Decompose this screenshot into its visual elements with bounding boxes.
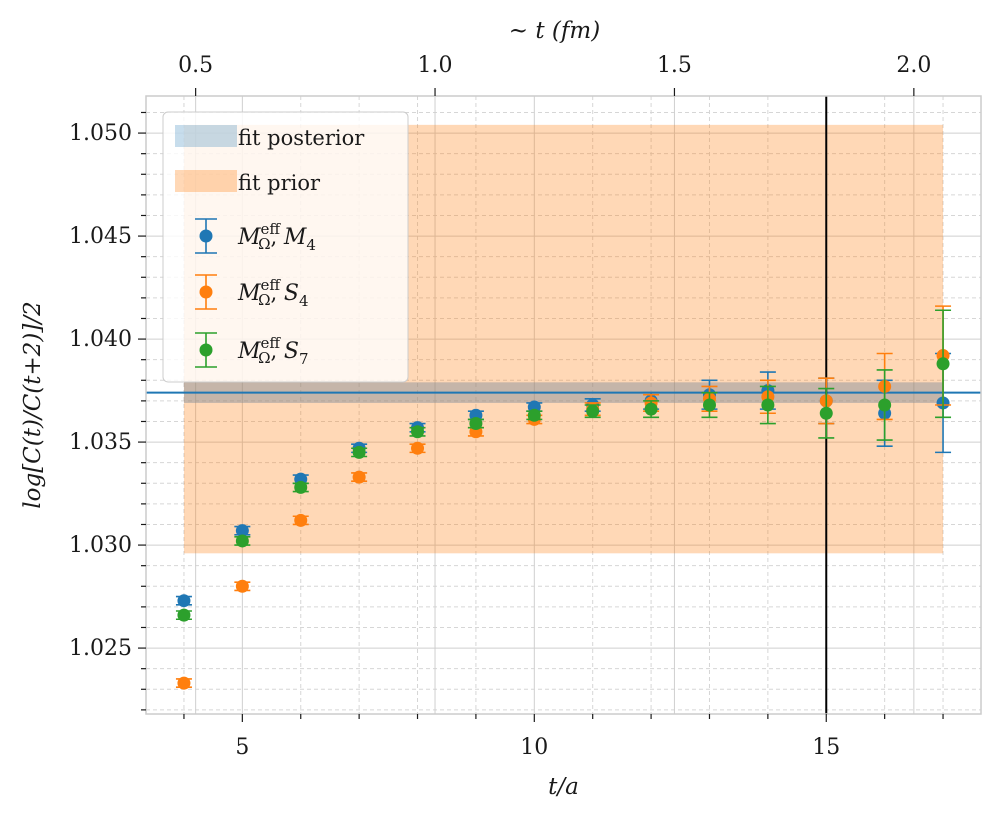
data-point: [761, 398, 775, 412]
legend-label-part: eff: [261, 276, 282, 294]
legend-label-part: 4: [299, 292, 309, 310]
data-point: [878, 398, 892, 412]
data-point: [644, 402, 658, 416]
data-point: [936, 357, 950, 371]
x-tick-label: 15: [812, 735, 840, 760]
grid: [146, 96, 981, 714]
legend-label-part: M: [237, 339, 261, 364]
legend-marker: [199, 229, 213, 243]
x-axis-title: t/a: [548, 774, 579, 800]
legend-label-part: ,: [271, 339, 284, 363]
legend-label-part: M: [283, 225, 307, 250]
legend-label-part: Ω: [258, 235, 270, 253]
legend-label-part: S: [284, 339, 299, 364]
legend-label-part: M: [237, 225, 261, 250]
legend-label-part: S: [284, 281, 299, 306]
legend-swatch-posterior: [175, 125, 237, 147]
data-point: [294, 513, 308, 527]
plot-frame: [145, 95, 982, 715]
top-axis-title: ~ t (fm): [509, 18, 600, 44]
legend-swatch-prior: [175, 170, 237, 192]
y-tick-label: 1.035: [69, 430, 132, 455]
data-point: [352, 445, 366, 459]
legend-label-part: eff: [261, 334, 282, 352]
data-point: [235, 579, 249, 593]
data-point: [352, 470, 366, 484]
legend-label-part: 4: [306, 236, 316, 254]
top-tick-label: 1.5: [657, 53, 692, 78]
legend-marker: [199, 285, 213, 299]
y-tick-label: 1.040: [69, 327, 132, 352]
legend-label-part: ,: [271, 225, 284, 249]
legend-label-part: ,: [271, 281, 284, 305]
data-point: [294, 480, 308, 494]
data-point: [177, 676, 191, 690]
data-point: [177, 608, 191, 622]
y-tick-label: 1.045: [69, 224, 132, 249]
legend-label-part: eff: [261, 220, 282, 238]
y-axis-title: log[C(t)/C(t+2)]/2: [20, 301, 46, 508]
y-tick-label: 1.030: [69, 533, 132, 558]
top-tick-label: 0.5: [178, 53, 213, 78]
top-tick-label: 1.0: [418, 53, 453, 78]
data-point: [819, 406, 833, 420]
data-point: [411, 425, 425, 439]
y-tick-label: 1.025: [69, 636, 132, 661]
legend-label-prior: fit prior: [238, 171, 321, 195]
legend-label-posterior: fit posterior: [238, 126, 365, 150]
top-tick-label: 2.0: [896, 53, 931, 78]
series-layer: [175, 305, 952, 690]
legend-label-part: M: [237, 281, 261, 306]
legend-label-series: Meff Ω, S7: [237, 334, 309, 368]
legend-label-part: 7: [299, 350, 309, 368]
data-point: [702, 398, 716, 412]
legend-marker: [199, 343, 213, 357]
legend-label-part: Ω: [258, 349, 270, 367]
data-point: [469, 417, 483, 431]
data-point: [235, 524, 249, 538]
legend-label-series: Meff Ω, M4: [237, 220, 316, 254]
data-point: [411, 441, 425, 455]
data-point: [177, 594, 191, 608]
legend-box: [162, 111, 409, 383]
x-tick-label: 10: [520, 735, 548, 760]
data-point: [235, 534, 249, 548]
legend-label-part: Ω: [258, 291, 270, 309]
axes: 5 10 15 1.025 1.030 1.035 1.040 1.045 1.050 0.5 1.…: [20, 18, 982, 800]
series-3: [175, 309, 952, 622]
x-tick-label: 5: [235, 735, 249, 760]
y-tick-label: 1.050: [69, 121, 132, 146]
legend-label-series: Meff Ω, S4: [237, 276, 309, 310]
data-point: [586, 404, 600, 418]
data-point: [527, 408, 541, 422]
